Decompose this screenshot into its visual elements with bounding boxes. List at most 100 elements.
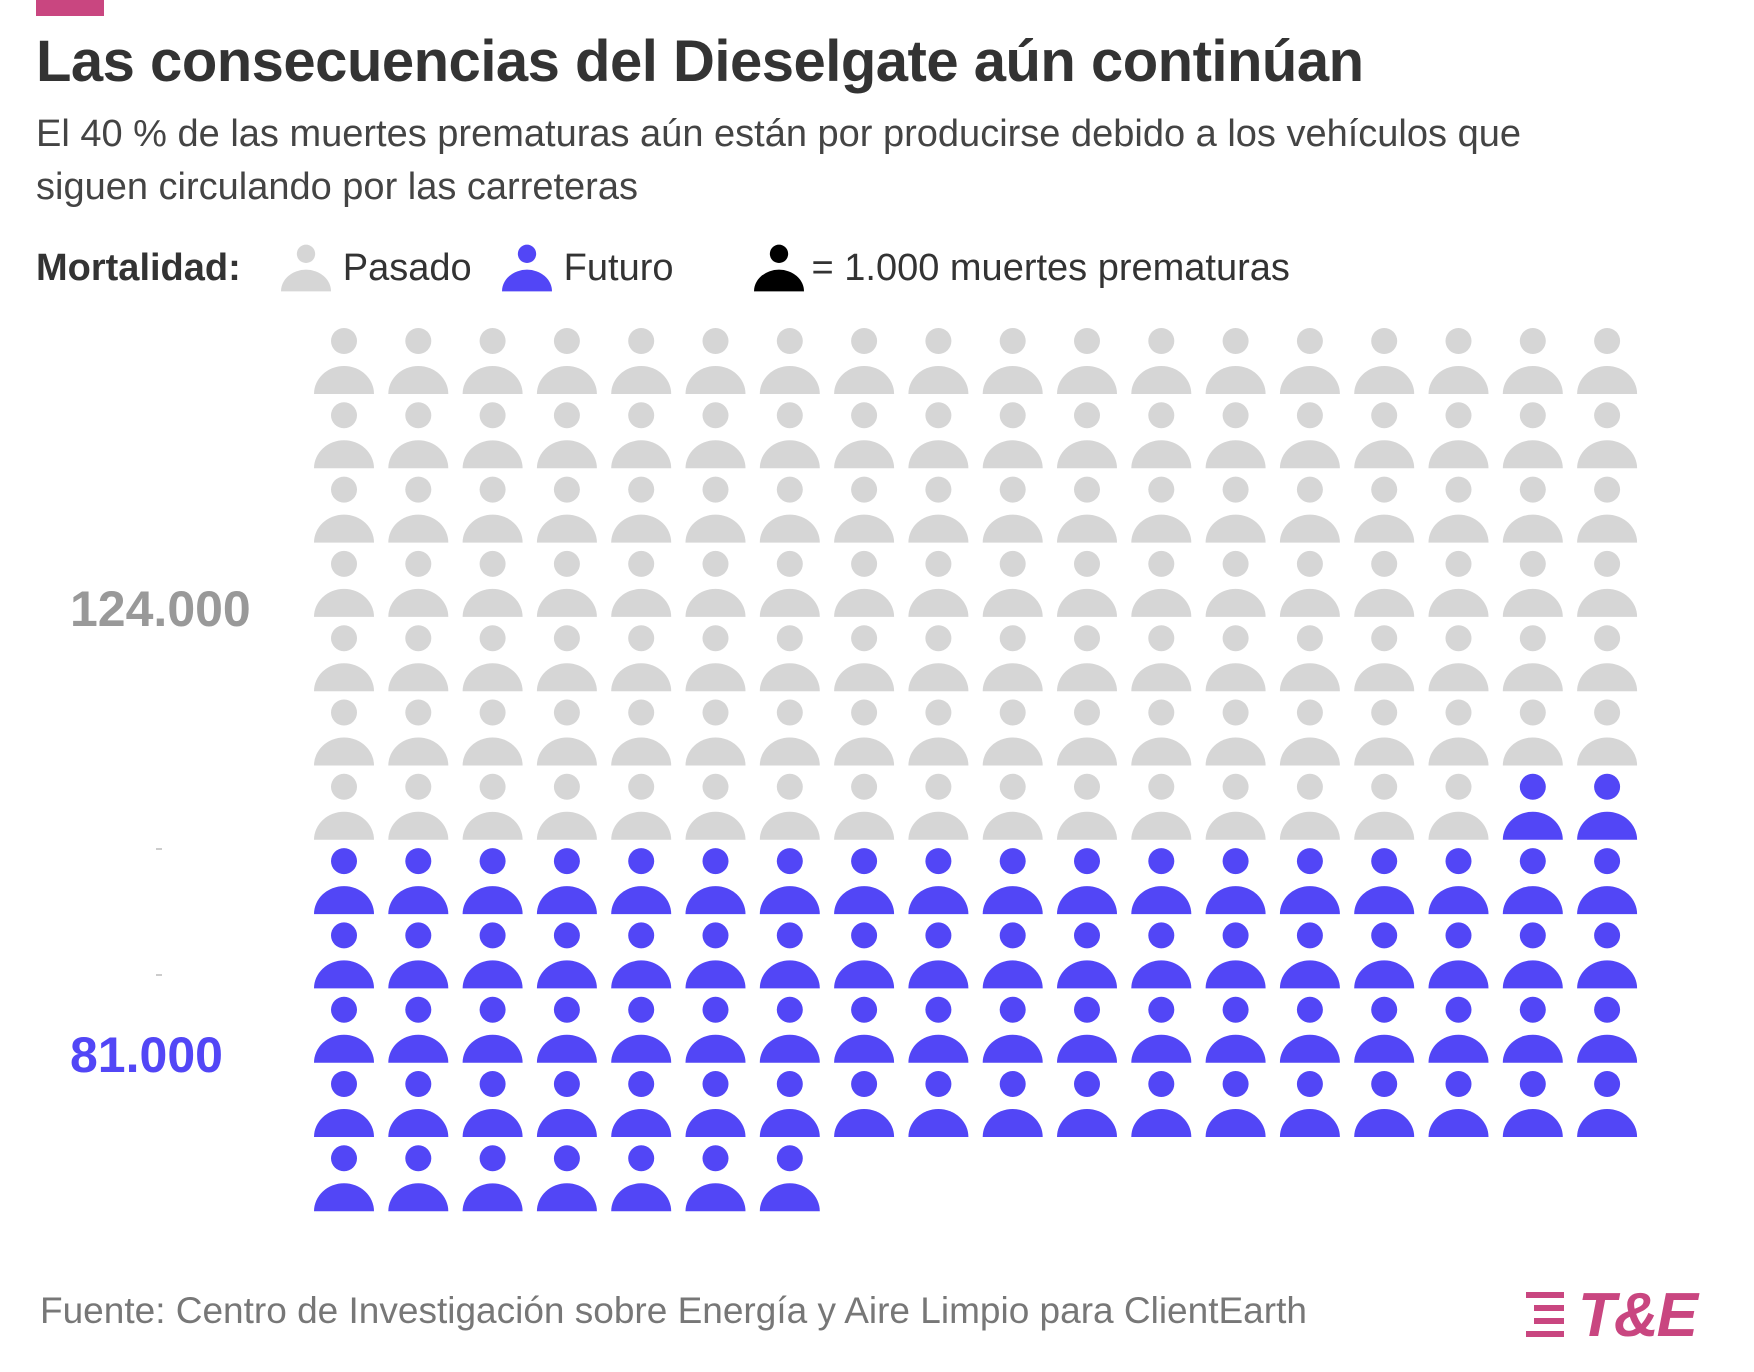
waffle-icon-pasado (982, 773, 1043, 840)
waffle-icon-pasado (1502, 625, 1563, 692)
waffle-icon-head (405, 922, 432, 949)
waffle-icon-head (1074, 922, 1100, 949)
waffle-icon-body (685, 886, 746, 915)
waffle-icon-pasado (834, 699, 895, 766)
waffle-icon-body (1131, 440, 1192, 469)
waffle-icon-pasado (1577, 476, 1638, 543)
waffle-icon-head (1148, 1071, 1175, 1097)
waffle-icon-head (1594, 328, 1621, 354)
waffle-icon-body (1057, 811, 1117, 840)
waffle-icon-pasado (388, 625, 449, 692)
waffle-icon-futuro (1354, 996, 1415, 1063)
waffle-icon-body (1577, 588, 1638, 617)
waffle-icon-pasado (1354, 328, 1415, 394)
waffle-icon-futuro (1577, 922, 1638, 989)
waffle-icon-head (702, 848, 729, 875)
waffle-icon-head (1296, 402, 1323, 429)
waffle-icon-head (999, 476, 1026, 503)
logo-lines-icon (1526, 1292, 1564, 1337)
waffle-icon-pasado (908, 476, 969, 543)
waffle-icon-head (1148, 402, 1175, 429)
waffle-icon-head (405, 1071, 432, 1097)
waffle-icon-head (851, 550, 878, 577)
waffle-icon-body (1205, 811, 1266, 840)
waffle-icon-head (479, 699, 506, 726)
waffle-icon-head (1148, 922, 1175, 949)
waffle-icon-futuro (536, 922, 597, 989)
waffle-icon-head (331, 996, 357, 1023)
waffle-icon-body (1354, 440, 1415, 469)
waffle-icon-futuro (685, 922, 746, 989)
waffle-icon-head (999, 402, 1026, 429)
waffle-icon-head (1445, 699, 1472, 726)
waffle-icon-pasado (834, 328, 895, 394)
waffle-icon-body (388, 440, 449, 469)
waffle-icon-head (628, 625, 655, 652)
waffle-icon-body (1428, 1109, 1489, 1137)
waffle-icon-pasado (1354, 625, 1415, 692)
waffle-icon-head (999, 328, 1026, 354)
waffle-icon-futuro (1577, 773, 1638, 840)
waffle-icon-futuro (685, 848, 746, 915)
waffle-icon-pasado (536, 328, 597, 394)
waffle-icon-body (536, 1034, 597, 1063)
waffle-icon-head (1519, 476, 1546, 503)
waffle-icon-pasado (536, 625, 597, 692)
waffle-icon-head (1222, 699, 1249, 726)
waffle-icon-head (1445, 922, 1472, 949)
waffle-icon-head (1074, 476, 1100, 503)
waffle-icon-head (628, 328, 655, 354)
source-note: Fuente: Centro de Investigación sobre En… (40, 1290, 1307, 1331)
waffle-icon-body (1131, 737, 1192, 766)
waffle-icon-body (834, 366, 895, 394)
waffle-icon-body (834, 588, 895, 617)
waffle-icon-head (776, 476, 803, 503)
waffle-icon-head (331, 402, 357, 429)
waffle-icon-body (1205, 588, 1266, 617)
waffle-icon-head (776, 773, 803, 800)
waffle-icon-head (925, 550, 952, 577)
waffle-icon-pasado (834, 773, 895, 840)
waffle-icon-futuro (611, 848, 672, 915)
waffle-icon-body (1279, 1109, 1340, 1137)
waffle-icon-head (1594, 402, 1621, 429)
waffle-icon-futuro (759, 922, 820, 989)
waffle-icon-head (553, 773, 580, 800)
waffle-icon-body (908, 663, 969, 692)
waffle-icon-body (388, 514, 449, 543)
waffle-icon-body (388, 1183, 449, 1212)
waffle-icon-body (1502, 1034, 1563, 1063)
waffle-icon-body (536, 737, 597, 766)
waffle-icon-head (553, 996, 580, 1023)
waffle-icon-head (1296, 996, 1323, 1023)
waffle-icon-head (702, 1145, 729, 1172)
waffle-icon-body (462, 1109, 523, 1137)
waffle-icon-pasado (1205, 328, 1266, 394)
waffle-icon-pasado (1354, 699, 1415, 766)
waffle-icon-futuro (759, 1071, 820, 1137)
waffle-icon-futuro (1502, 773, 1563, 840)
waffle-icon-head (1519, 996, 1546, 1023)
waffle-icon-body (685, 440, 746, 469)
waffle-icon-head (479, 550, 506, 577)
waffle-icon-futuro (1279, 1071, 1340, 1137)
waffle-icon-body (685, 514, 746, 543)
waffle-icon-body (982, 737, 1043, 766)
waffle-icon-futuro (759, 848, 820, 915)
waffle-icon-body (536, 588, 597, 617)
waffle-icon-futuro (1205, 1071, 1266, 1137)
waffle-icon-body (462, 737, 523, 766)
waffle-icon-body (611, 514, 672, 543)
legend-futuro-head (517, 244, 536, 263)
waffle-icon-pasado (1131, 773, 1192, 840)
waffle-icon-body (536, 663, 597, 692)
waffle-icon-head (1148, 476, 1175, 503)
legend-unit-label: = 1.000 muertes prematuras (811, 246, 1290, 289)
waffle-icon-body (536, 886, 597, 915)
waffle-icon-head (1222, 1071, 1249, 1097)
waffle-icon-futuro (1131, 848, 1192, 915)
waffle-icon-pasado (611, 328, 672, 394)
waffle-icon-futuro (388, 1071, 449, 1137)
waffle-icon-body (1205, 366, 1266, 394)
waffle-icon-futuro (1577, 1071, 1638, 1137)
